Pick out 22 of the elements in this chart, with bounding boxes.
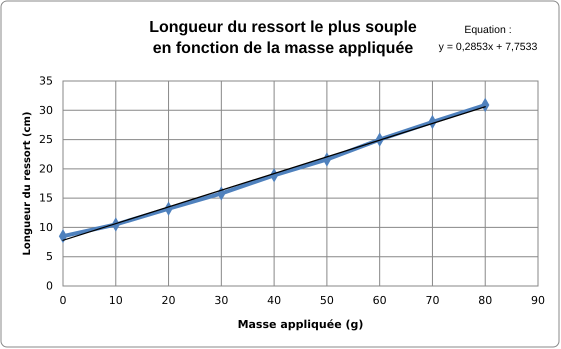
y-tick-label: 30 — [39, 104, 53, 117]
x-axis-title: Masse appliquée (g) — [238, 318, 364, 331]
y-tick-label: 35 — [39, 74, 53, 88]
x-tick-label: 50 — [320, 294, 334, 307]
text: Equation : y = 0,2853x + 7,7533 — [438, 24, 538, 53]
x-tick-label: 30 — [214, 294, 228, 307]
y-axis-title: Longueur du ressort (cm) — [22, 112, 33, 256]
y-tick-label: 15 — [39, 192, 53, 205]
x-tick-label: 20 — [162, 294, 176, 307]
x-tick-label: 10 — [108, 294, 123, 307]
y-tick-label: 0 — [46, 280, 53, 293]
x-tick-label: 90 — [531, 294, 545, 307]
y-tick-label: 10 — [39, 220, 53, 234]
chart-title: Longueur du ressort le plus souple en fonction de la masse appliquée — [149, 19, 417, 57]
y-tick-label: 5 — [46, 250, 53, 264]
x-tick-label: 60 — [372, 294, 387, 307]
x-tick-label: 80 — [478, 294, 492, 307]
y-tick-label: 25 — [39, 133, 53, 146]
x-tick-label: 0 — [60, 294, 66, 307]
x-tick-label: 40 — [267, 294, 282, 307]
x-tick-label: 70 — [425, 294, 440, 307]
y-tick-label: 20 — [39, 162, 53, 176]
